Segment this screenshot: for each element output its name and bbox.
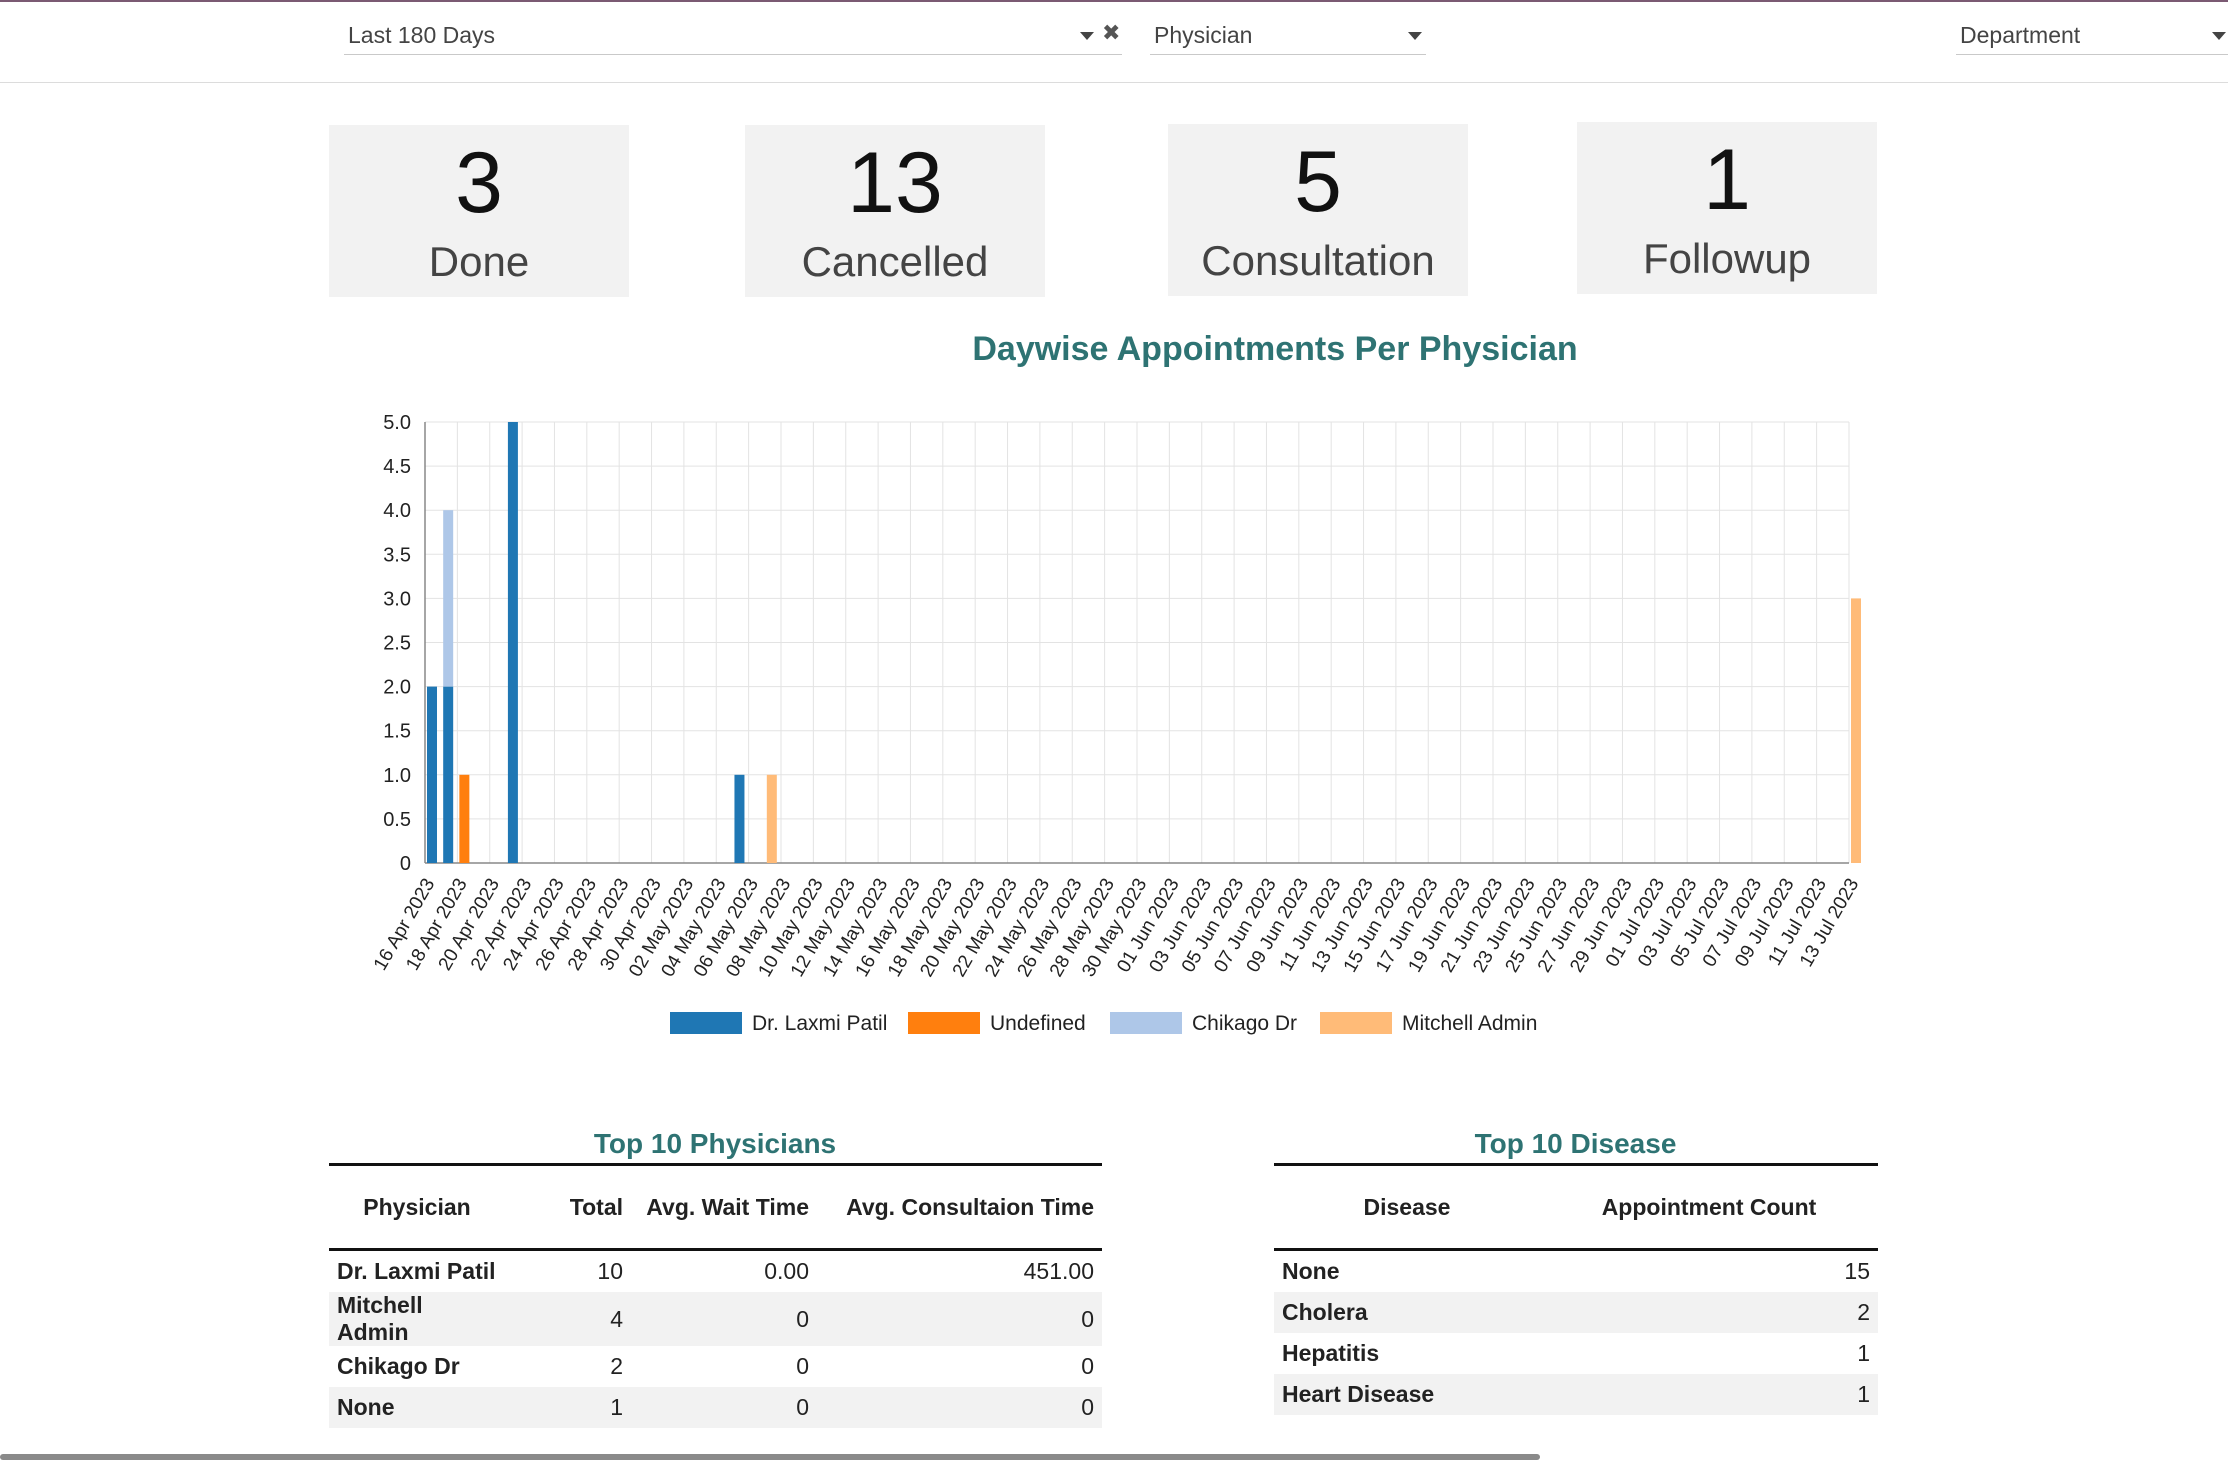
table-cell: 0	[631, 1387, 817, 1428]
table-cell: 0	[1081, 1353, 1094, 1379]
table-cell: 4	[505, 1292, 631, 1346]
y-tick-label: 3.0	[383, 588, 411, 610]
department-filter-placeholder: Department	[1960, 22, 2081, 48]
y-tick-label: 5.0	[383, 412, 411, 434]
column-header: Appointment Count	[1540, 1163, 1878, 1251]
kpi-label: Followup	[1642, 235, 1812, 282]
table-row: Dr. Laxmi Patil 10 0.00 451.00	[329, 1250, 1102, 1293]
bar	[459, 774, 470, 863]
y-tick-label: 1.5	[383, 721, 411, 743]
kpi-value: 3	[455, 135, 503, 231]
table-cell: 0	[796, 1353, 809, 1379]
bar	[766, 774, 777, 863]
disease-table: Disease Appointment Count None 15 Cholera 2…	[1274, 1163, 1878, 1415]
legend-swatch	[1320, 1012, 1392, 1034]
close-icon[interactable]: ✖	[1102, 20, 1121, 45]
y-tick-label: 2.0	[383, 677, 411, 699]
physicians-table: Physician Total Avg. Wait Time Avg. Cons…	[329, 1163, 1102, 1428]
table-cell: 2	[1540, 1292, 1878, 1333]
legend-swatch	[908, 1012, 980, 1034]
table-cell: 2	[610, 1353, 623, 1379]
y-tick-label: 4.5	[383, 456, 411, 478]
table-row: Chikago Dr 2 0 0	[329, 1346, 1102, 1387]
table-cell: Hepatitis	[1282, 1340, 1380, 1366]
table-cell: 0	[817, 1387, 1102, 1428]
table-cell: 1	[1540, 1374, 1878, 1415]
table-cell: Heart Disease	[1274, 1374, 1540, 1415]
horizontal-scrollbar[interactable]	[0, 1454, 1540, 1460]
table-cell: Chikago Dr	[337, 1353, 460, 1379]
legend-label: Mitchell Admin	[1402, 1012, 1537, 1035]
chart-title: Daywise Appointments Per Physician	[972, 330, 1578, 368]
table-cell: Cholera	[1274, 1292, 1540, 1333]
y-tick-label: 0	[400, 853, 411, 875]
table-row: Cholera 2	[1274, 1292, 1878, 1333]
kpi-followup: 1 Followup	[1577, 122, 1877, 294]
table-cell: 10	[597, 1258, 623, 1284]
y-tick-label: 3.5	[383, 544, 411, 566]
bar	[1851, 598, 1861, 863]
table-cell: 0.00	[764, 1258, 809, 1284]
top-border	[0, 0, 2228, 2]
y-tick-label: 2.5	[383, 633, 411, 655]
legend-label: Undefined	[990, 1012, 1086, 1035]
legend-swatch	[1110, 1012, 1182, 1034]
appointments-chart: 00.51.01.52.02.53.03.54.04.55.016 Apr 20…	[370, 412, 1863, 1035]
department-filter[interactable]: Department	[1956, 16, 2228, 55]
table-cell: None	[329, 1387, 505, 1428]
chevron-down-icon[interactable]	[1408, 32, 1422, 40]
kpi-label: Done	[428, 238, 530, 285]
kpi-label: Consultation	[1201, 237, 1435, 284]
legend-label: Dr. Laxmi Patil	[752, 1012, 887, 1035]
chevron-down-icon[interactable]	[1080, 32, 1094, 40]
bar	[443, 510, 454, 687]
kpi-consultation: 5 Consultation	[1168, 124, 1468, 296]
chevron-down-icon[interactable]	[2212, 32, 2226, 40]
physician-filter-placeholder: Physician	[1154, 22, 1253, 48]
table-row: None 1 0 0	[329, 1387, 1102, 1428]
y-tick-label: 0.5	[383, 809, 411, 831]
kpi-label: Cancelled	[801, 238, 989, 285]
legend-label: Chikago Dr	[1192, 1012, 1297, 1035]
table-cell: 1	[1857, 1340, 1870, 1366]
table-row: Heart Disease 1	[1274, 1374, 1878, 1415]
table-cell: Mitchell Admin	[329, 1292, 505, 1346]
table-row: Hepatitis 1	[1274, 1333, 1878, 1374]
legend-swatch	[670, 1012, 742, 1034]
filter-bar: Last 180 Days ✖ Physician Department	[0, 2, 2228, 83]
column-header: Physician	[329, 1163, 505, 1251]
bar	[507, 422, 518, 863]
table-cell: 1	[505, 1387, 631, 1428]
table-cell: 0	[631, 1292, 817, 1346]
column-header: Disease	[1274, 1163, 1540, 1251]
period-filter[interactable]: Last 180 Days ✖	[344, 16, 1122, 55]
kpi-value: 5	[1294, 134, 1342, 230]
bar	[734, 774, 745, 863]
bar	[443, 686, 454, 863]
period-filter-value: Last 180 Days	[348, 22, 496, 48]
column-header: Avg. Wait Time	[631, 1163, 817, 1251]
bar	[427, 686, 437, 863]
y-tick-label: 4.0	[383, 500, 411, 522]
kpi-done: 3 Done	[329, 125, 629, 297]
kpi-cancelled: 13 Cancelled	[745, 125, 1045, 297]
column-header: Avg. Consultaion Time	[817, 1163, 1102, 1251]
table-cell: 0	[817, 1292, 1102, 1346]
kpi-value: 1	[1703, 132, 1751, 228]
physicians-table-title: Top 10 Physicians	[593, 1128, 837, 1159]
table-row: Mitchell Admin 4 0 0	[329, 1292, 1102, 1346]
table-cell: Dr. Laxmi Patil	[337, 1258, 496, 1284]
table-cell: None	[1282, 1258, 1340, 1284]
table-row: None 15	[1274, 1250, 1878, 1293]
disease-table-title: Top 10 Disease	[1474, 1128, 1677, 1159]
kpi-value: 13	[847, 135, 943, 231]
column-header: Total	[505, 1163, 631, 1251]
table-cell: 451.00	[1023, 1258, 1094, 1284]
physician-filter[interactable]: Physician	[1150, 16, 1426, 55]
table-cell: 15	[1844, 1258, 1870, 1284]
y-tick-label: 1.0	[383, 765, 411, 787]
